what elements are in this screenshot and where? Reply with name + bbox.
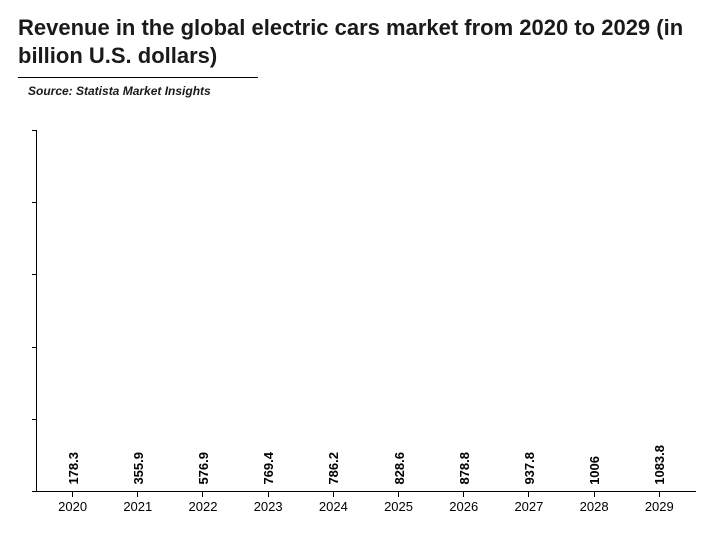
x-tick-mark (659, 492, 660, 497)
x-tick-mark (463, 492, 464, 497)
x-tick: 2027 (497, 492, 561, 520)
bar-value-label: 576.9 (196, 452, 211, 485)
x-tick: 2021 (106, 492, 170, 520)
x-tick-mark (72, 492, 73, 497)
chart-title: Revenue in the global electric cars mark… (18, 14, 692, 69)
bar-value-label: 769.4 (261, 452, 276, 485)
bar-value-label: 1006 (587, 456, 602, 485)
x-tick-label: 2025 (384, 499, 413, 520)
x-tick-label: 2024 (319, 499, 348, 520)
bar-value-label: 178.3 (66, 452, 81, 485)
bar-value-label: 786.2 (326, 452, 341, 485)
x-tick: 2025 (367, 492, 431, 520)
x-tick: 2026 (432, 492, 496, 520)
x-tick-label: 2026 (449, 499, 478, 520)
x-tick: 2020 (41, 492, 105, 520)
y-tick-mark (32, 202, 37, 203)
x-tick-mark (268, 492, 269, 497)
x-tick: 2029 (627, 492, 691, 520)
x-tick-mark (333, 492, 334, 497)
x-tick-label: 2022 (189, 499, 218, 520)
y-tick-mark (32, 491, 37, 492)
bars-container: 178.3 355.9 576.9 769.4 786.2 828.6 878.8 937.8… (37, 130, 696, 491)
bar-value-label: 937.8 (522, 452, 537, 485)
y-tick-mark (32, 274, 37, 275)
x-tick-label: 2027 (514, 499, 543, 520)
x-tick-label: 2021 (123, 499, 152, 520)
x-axis: 2020 2021 2022 2023 2024 2025 2026 2027 2028 2029 (36, 492, 696, 520)
x-tick-mark (398, 492, 399, 497)
x-tick-mark (202, 492, 203, 497)
bar-value-label: 355.9 (131, 452, 146, 485)
x-tick-label: 2020 (58, 499, 87, 520)
y-tick-mark (32, 130, 37, 131)
chart-area: 178.3 355.9 576.9 769.4 786.2 828.6 878.8 937.8… (18, 130, 698, 520)
bar-value-label: 878.8 (457, 452, 472, 485)
x-tick: 2028 (562, 492, 626, 520)
x-tick-mark (137, 492, 138, 497)
x-tick-label: 2029 (645, 499, 674, 520)
x-tick: 2023 (236, 492, 300, 520)
bar-value-label: 828.6 (392, 452, 407, 485)
y-tick-mark (32, 347, 37, 348)
y-tick-mark (32, 419, 37, 420)
title-underline (18, 77, 258, 78)
x-tick: 2024 (301, 492, 365, 520)
plot-area: 178.3 355.9 576.9 769.4 786.2 828.6 878.8 937.8… (36, 130, 696, 492)
x-tick-label: 2028 (580, 499, 609, 520)
x-tick-mark (594, 492, 595, 497)
x-tick: 2022 (171, 492, 235, 520)
chart-page: Revenue in the global electric cars mark… (0, 0, 710, 534)
bar-value-label: 1083.8 (652, 445, 667, 485)
x-tick-label: 2023 (254, 499, 283, 520)
chart-source: Source: Statista Market Insights (28, 84, 692, 98)
x-tick-mark (528, 492, 529, 497)
